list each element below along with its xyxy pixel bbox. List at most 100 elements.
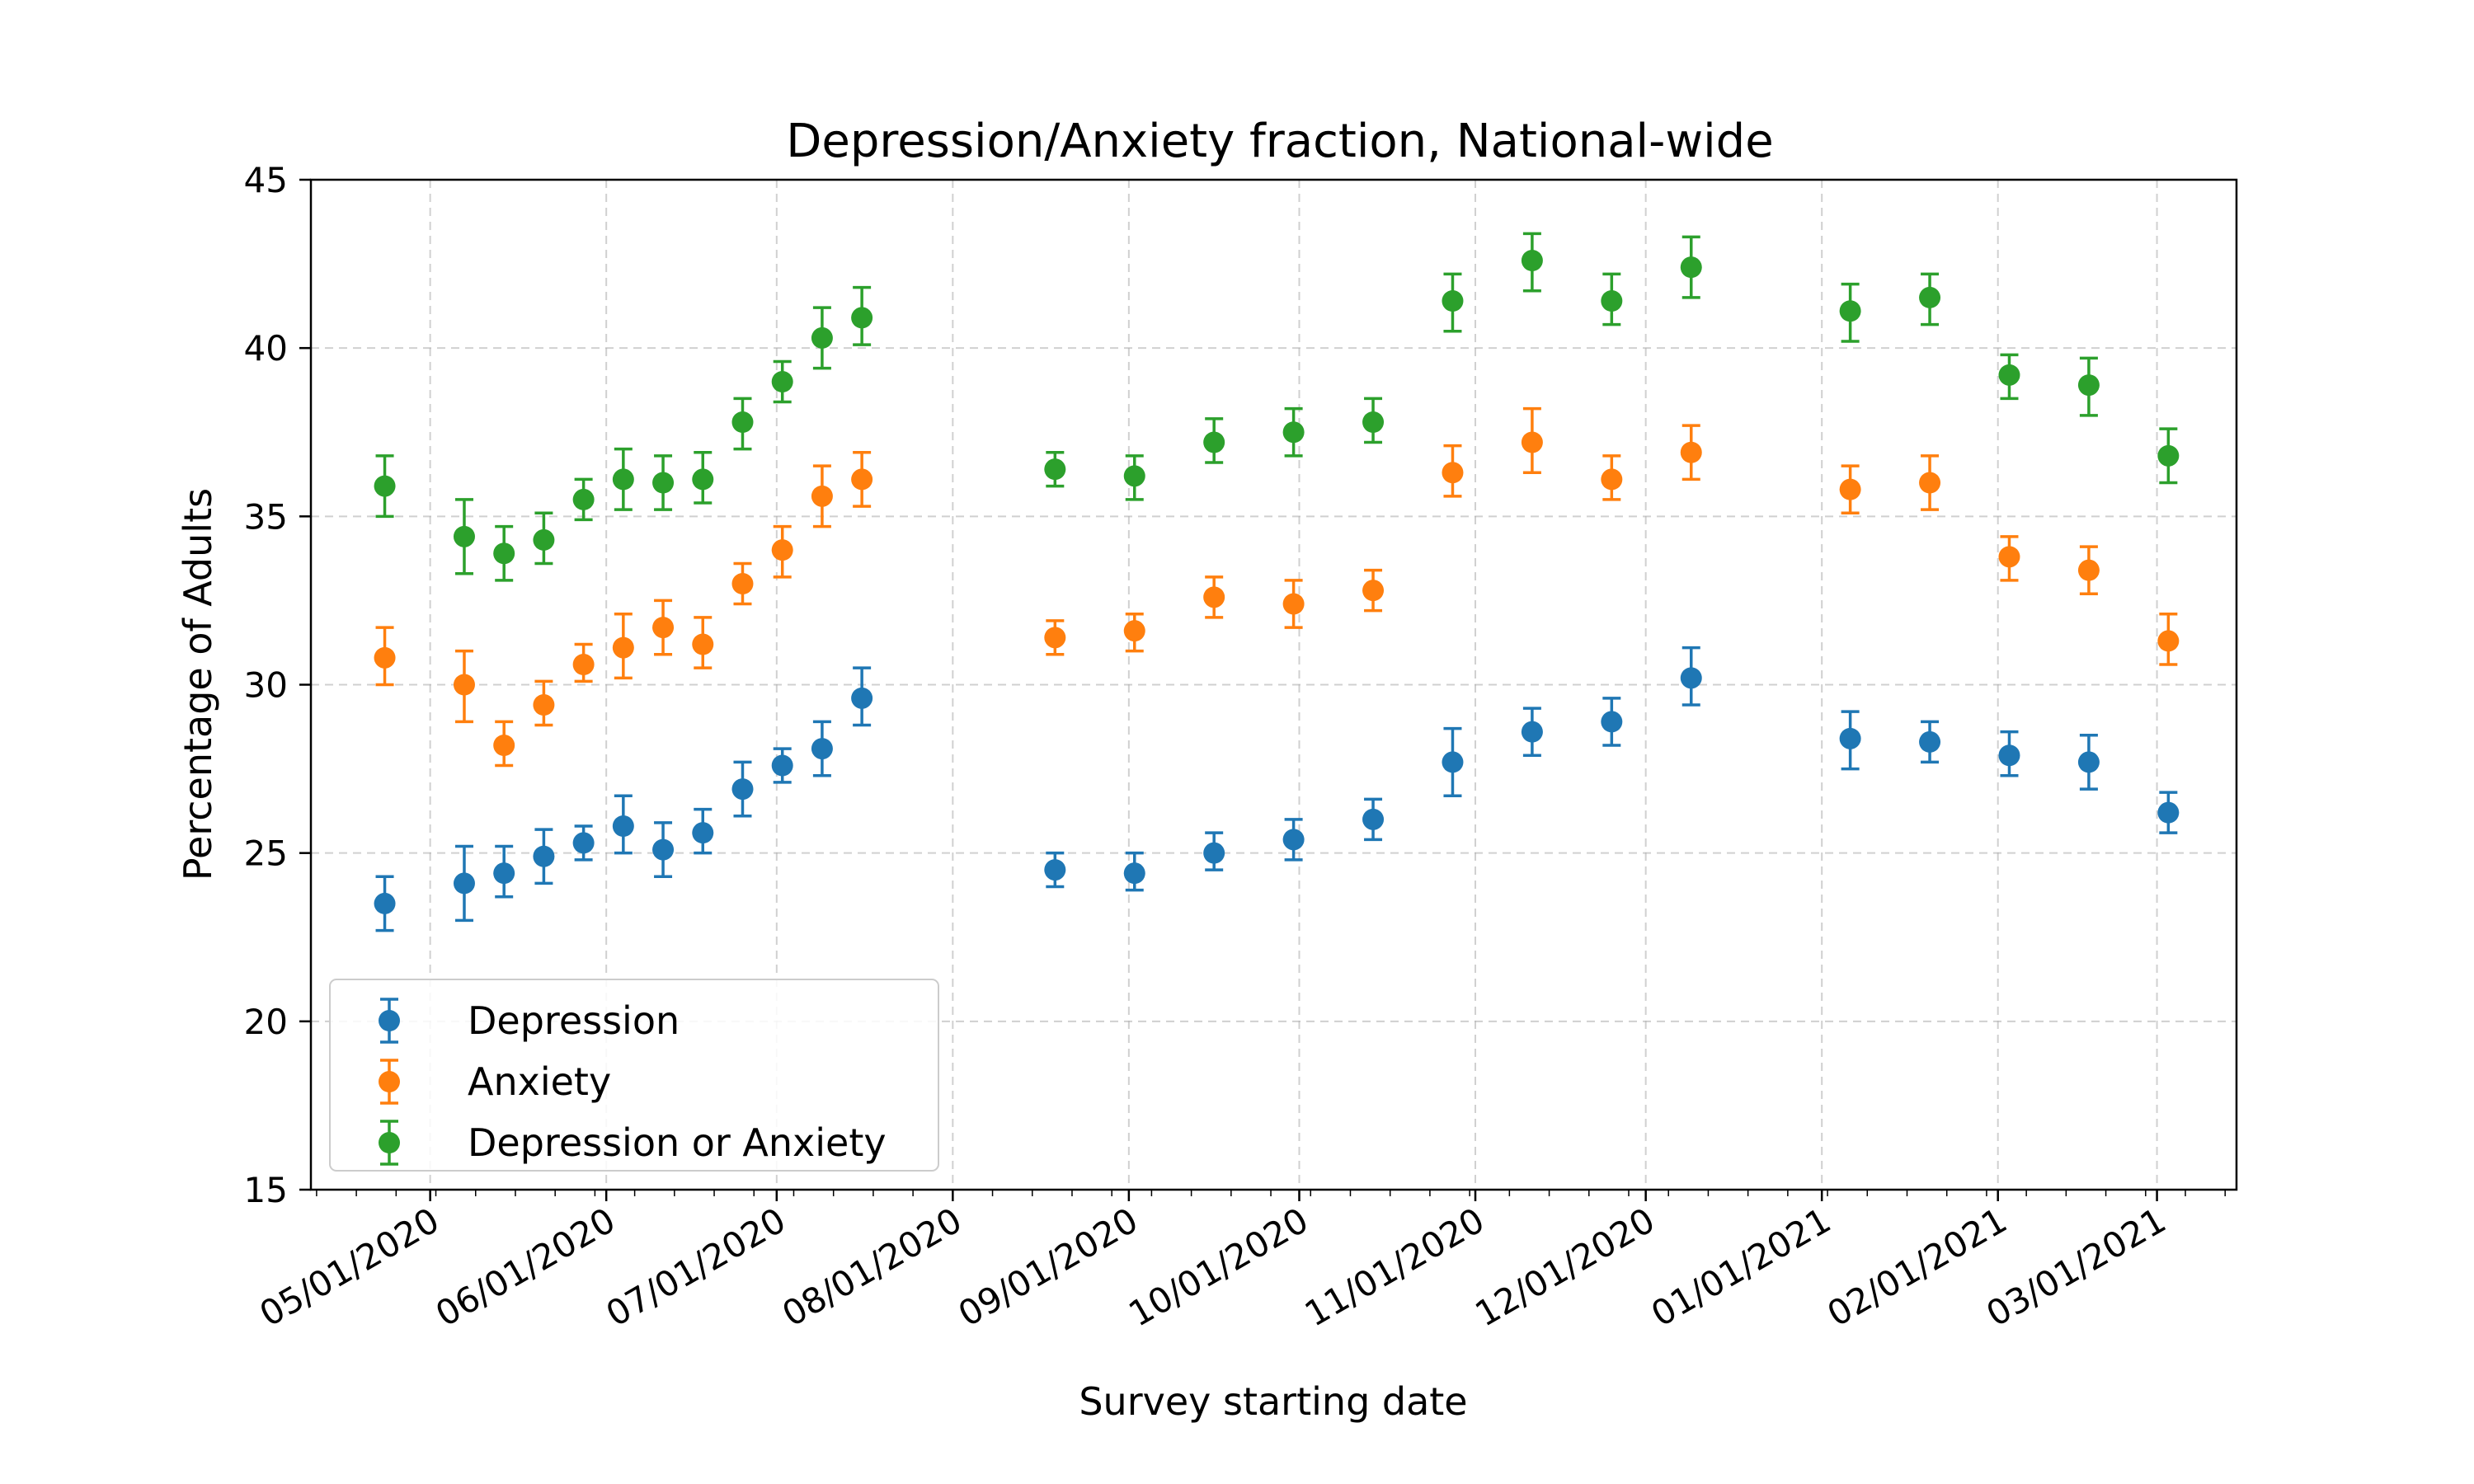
data-point	[1123, 465, 1145, 487]
data-point	[1362, 808, 1385, 830]
y-tick-label: 15	[244, 1170, 288, 1210]
data-point	[1362, 580, 1385, 602]
data-point	[453, 872, 475, 895]
data-point	[811, 485, 833, 507]
data-point	[1680, 256, 1702, 279]
series-anxiety	[374, 406, 2180, 768]
data-point	[374, 646, 396, 669]
data-point	[1203, 431, 1225, 453]
data-point	[1521, 721, 1543, 743]
data-point	[1203, 842, 1225, 864]
legend: Depression Anxiety Depression or Anxiety	[329, 979, 939, 1172]
legend-label: Depression	[468, 998, 680, 1043]
data-point	[1044, 627, 1066, 649]
data-point	[851, 307, 873, 329]
data-point	[1442, 462, 1464, 484]
data-point	[612, 636, 634, 659]
data-point	[1601, 468, 1623, 491]
data-point	[1282, 829, 1305, 851]
data-point	[533, 694, 555, 716]
data-point	[1442, 290, 1464, 312]
data-point	[1601, 711, 1623, 733]
legend-marker	[379, 1010, 400, 1031]
data-point	[572, 832, 595, 854]
data-point	[652, 838, 675, 861]
data-point	[1044, 859, 1066, 881]
data-point	[771, 371, 793, 392]
data-point	[1998, 364, 2020, 386]
series-depression	[374, 646, 2180, 932]
data-point	[493, 862, 515, 885]
data-point	[1680, 441, 1702, 463]
data-point	[1839, 727, 1861, 749]
data-point	[1680, 667, 1702, 689]
data-point	[453, 525, 475, 547]
data-point	[2077, 559, 2100, 581]
data-point	[1998, 546, 2020, 568]
data-point	[533, 845, 555, 867]
data-point	[533, 528, 555, 551]
data-point	[2077, 751, 2100, 773]
data-point	[1919, 730, 1941, 753]
data-point	[1044, 458, 1066, 481]
data-point	[2157, 444, 2180, 467]
data-point	[652, 472, 675, 494]
chart-title: Depression/Anxiety fraction, National-wi…	[786, 115, 1773, 168]
y-tick-label: 30	[244, 665, 288, 706]
data-point	[572, 654, 595, 675]
data-point	[2157, 801, 2180, 824]
data-point	[731, 411, 754, 433]
data-point	[1203, 586, 1225, 608]
grid	[311, 180, 2236, 1190]
data-point	[572, 488, 595, 510]
y-tick-label: 20	[244, 1002, 288, 1042]
data-point	[731, 778, 754, 801]
legend-marker	[379, 1071, 400, 1092]
data-point	[1919, 472, 1941, 494]
data-point	[731, 573, 754, 594]
data-point	[612, 815, 634, 837]
data-point	[1521, 431, 1543, 453]
legend-label: Depression or Anxiety	[468, 1120, 887, 1165]
y-tick-label: 25	[244, 834, 288, 874]
data-point	[453, 674, 475, 696]
data-point	[851, 468, 873, 491]
data-point	[692, 633, 714, 655]
x-axis-label: Survey starting date	[1079, 1379, 1467, 1424]
data-point	[1442, 751, 1464, 773]
data-point	[1123, 620, 1145, 642]
data-point	[771, 754, 793, 777]
legend-box	[329, 979, 939, 1172]
y-axis-label: Percentage of Adults	[176, 488, 220, 881]
data-point	[374, 892, 396, 914]
legend-marker	[379, 1132, 400, 1153]
series-depression-or-anxiety	[374, 232, 2180, 582]
legend-label: Anxiety	[468, 1059, 611, 1104]
data-point	[811, 738, 833, 760]
y-tick-label: 40	[244, 328, 288, 369]
data-point	[652, 617, 675, 639]
data-point	[1839, 300, 1861, 322]
y-tick-label: 45	[244, 160, 288, 200]
data-point	[1919, 286, 1941, 308]
data-point	[1282, 421, 1305, 444]
data-point	[692, 468, 714, 491]
data-point	[493, 542, 515, 565]
data-point	[1282, 593, 1305, 615]
data-point	[851, 687, 873, 709]
data-point	[1998, 744, 2020, 767]
data-points	[374, 232, 2180, 932]
data-point	[692, 822, 714, 844]
data-point	[2077, 374, 2100, 397]
data-point	[1123, 862, 1145, 885]
data-point	[374, 475, 396, 497]
data-point	[811, 326, 833, 349]
data-point	[1521, 250, 1543, 271]
data-point	[493, 735, 515, 756]
data-point	[612, 468, 634, 491]
data-point	[2157, 630, 2180, 652]
data-point	[771, 539, 793, 561]
data-point	[1601, 290, 1623, 312]
